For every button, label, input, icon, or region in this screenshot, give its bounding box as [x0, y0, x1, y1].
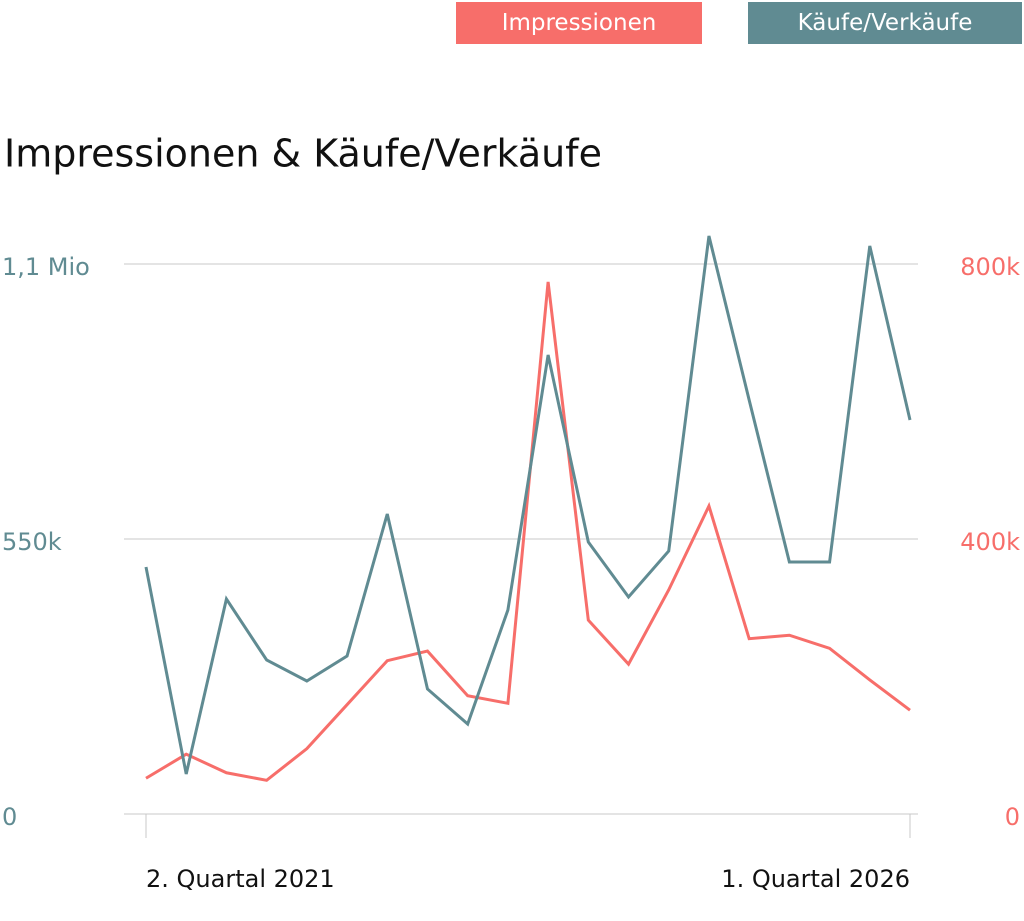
y2-tick-label: 800k	[960, 253, 1020, 281]
legend-item[interactable]: Impressionen	[456, 2, 702, 44]
y-tick-label: 0	[2, 803, 17, 831]
y-tick-label: 550k	[2, 528, 62, 556]
y-tick-label: 1,1 Mio	[2, 253, 90, 281]
chart: Impressionen & Käufe/Verkäufe 0 550k 1,1 M…	[2, 132, 1020, 894]
x-tick-label: 1. Quartal 2026	[721, 865, 910, 893]
page: {"chart_data": {"type": "line", "title":…	[0, 0, 1024, 893]
chart-title: Impressionen & Käufe/Verkäufe	[4, 132, 602, 176]
series-line	[144, 235, 912, 775]
y2-tick-label: 400k	[960, 528, 1020, 556]
x-tick-label: 2. Quartal 2021	[146, 865, 335, 893]
legend-item[interactable]: Käufe/Verkäufe	[748, 2, 1022, 44]
series-line	[145, 281, 911, 782]
y2-tick-label: 0	[1005, 803, 1020, 831]
